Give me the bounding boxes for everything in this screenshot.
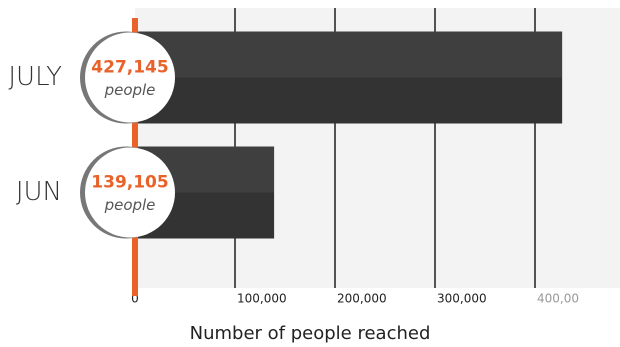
x-tick-label: 400,00 <box>537 292 579 306</box>
value-unit: people <box>104 196 156 214</box>
x-tick-label: 200,000 <box>337 292 387 306</box>
label-circle <box>85 32 175 123</box>
label-circle <box>85 147 175 238</box>
x-tick-label: 100,000 <box>237 292 287 306</box>
x-axis-label: Number of people reached <box>190 323 431 344</box>
value-unit: people <box>104 81 156 99</box>
bar-highlight <box>135 31 563 78</box>
category-label: JULY <box>8 62 62 92</box>
x-tick-label: 0 <box>131 292 139 306</box>
x-tick-label: 300,000 <box>437 292 487 306</box>
value-label: 427,145 <box>91 58 168 78</box>
value-label: 139,105 <box>91 173 168 193</box>
category-label: JUN <box>16 177 62 207</box>
bar <box>135 31 563 124</box>
